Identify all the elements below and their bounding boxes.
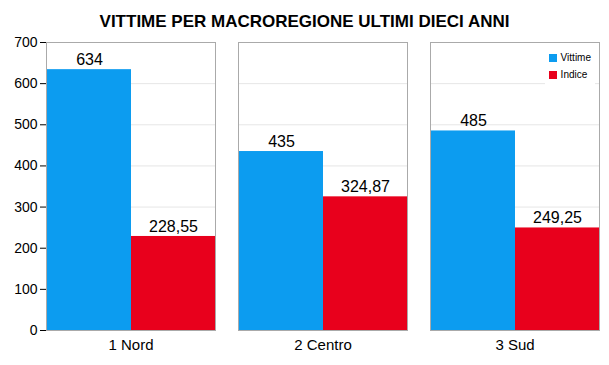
svg-text:100: 100 xyxy=(14,281,38,297)
html-text:Indice: Indice xyxy=(560,69,588,80)
svg-text:0: 0 xyxy=(30,322,38,338)
svg-text:249,25: 249,25 xyxy=(533,209,582,226)
svg-text:3 Sud: 3 Sud xyxy=(495,336,534,353)
html-text:VITTIME PER MACROREGIONE ULTIM: VITTIME PER MACROREGIONE ULTIMI DIECI AN… xyxy=(99,12,510,31)
svg-text:300: 300 xyxy=(14,199,38,215)
svg-text:1 Nord: 1 Nord xyxy=(108,336,153,353)
svg-text:634: 634 xyxy=(76,51,103,68)
svg-text:485: 485 xyxy=(460,112,487,129)
svg-text:200: 200 xyxy=(14,240,38,256)
svg-text:400: 400 xyxy=(14,157,38,173)
svg-text:228,55: 228,55 xyxy=(149,218,198,235)
svg-text:324,87: 324,87 xyxy=(341,178,390,195)
html-text:Vittime: Vittime xyxy=(560,52,591,63)
svg-text:600: 600 xyxy=(14,75,38,91)
svg-text:700: 700 xyxy=(14,34,38,50)
svg-text:2 Centro: 2 Centro xyxy=(294,336,352,353)
svg-text:435: 435 xyxy=(268,133,295,150)
svg-text:500: 500 xyxy=(14,116,38,132)
